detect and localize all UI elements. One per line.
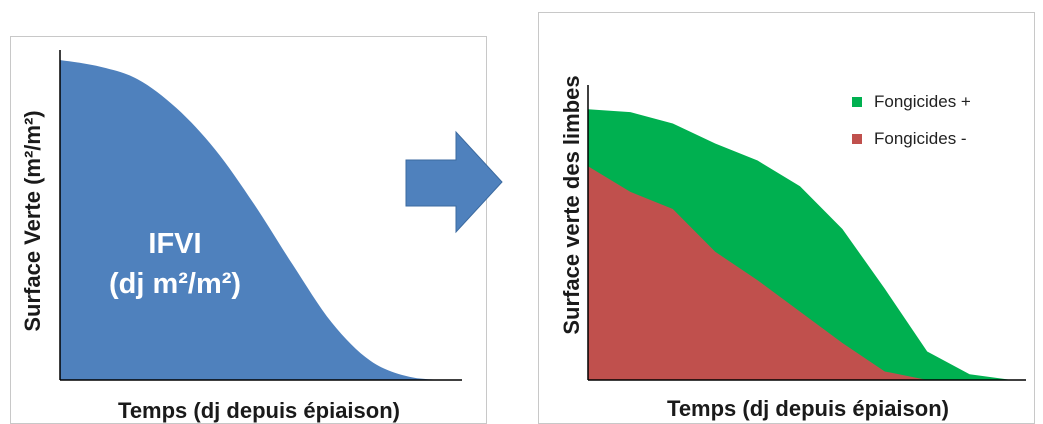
legend-label-fongicides-plus: Fongicides + bbox=[874, 92, 971, 111]
legend-item-fongicides-plus: Fongicides + bbox=[852, 92, 971, 112]
y-axis-label-left: Surface Verte (m²/m²) bbox=[20, 110, 45, 332]
x-axis-label-left: Temps (dj depuis épiaison) bbox=[118, 398, 400, 423]
legend-item-fongicides-minus: Fongicides - bbox=[852, 129, 967, 149]
right-arrow-icon bbox=[405, 130, 503, 234]
legend-swatch-green bbox=[852, 97, 862, 107]
area-series-0-0 bbox=[60, 60, 448, 380]
area-series-1-1 bbox=[588, 166, 1012, 380]
annotation-ifvi-line2: (dj m²/m²) bbox=[108, 268, 242, 300]
y-axis-label-right: Surface verte des limbes bbox=[559, 75, 584, 335]
x-axis-label-right: Temps (dj depuis épiaison) bbox=[667, 396, 949, 421]
legend-swatch-red bbox=[852, 134, 862, 144]
annotation-ifvi-line1: IFVI bbox=[148, 228, 202, 260]
legend-label-fongicides-minus: Fongicides - bbox=[874, 129, 967, 148]
